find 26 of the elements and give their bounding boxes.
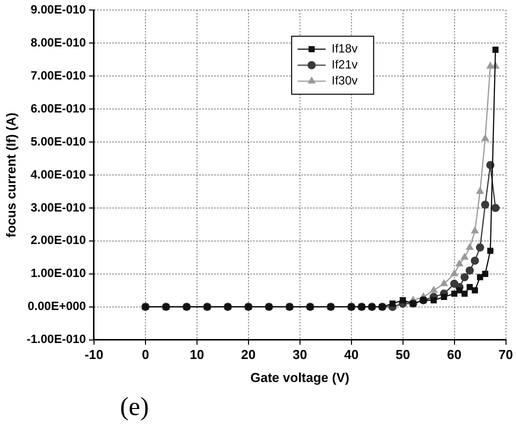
y-tick-label: 2.00E-010	[30, 233, 86, 248]
x-tick-label: 30	[292, 347, 308, 362]
x-axis-title: Gate voltage (V)	[250, 370, 350, 385]
y-axis-title: focus current (If) (A)	[3, 112, 18, 238]
y-tick-label: -1.00E-010	[26, 332, 86, 346]
x-tick-label: 50	[396, 347, 410, 362]
x-tick-label: 20	[241, 347, 256, 362]
legend-label: If21v	[332, 58, 358, 72]
x-tick-label: 0	[142, 347, 150, 362]
legend-label: If30v	[332, 74, 358, 88]
y-tick-label: 7.00E-010	[30, 68, 86, 82]
x-tick-label: 70	[498, 347, 514, 362]
y-tick-label: 1.00E-010	[30, 266, 86, 280]
y-tick-label: 6.00E-010	[30, 101, 86, 116]
y-tick-label: 8.00E-010	[30, 35, 86, 50]
x-tick-label: 10	[190, 347, 204, 362]
y-tick-label: 3.00E-010	[30, 200, 86, 214]
x-tick-label: 40	[344, 347, 359, 362]
y-tick-label: 9.00E-010	[30, 2, 86, 17]
y-tick-label: 5.00E-010	[30, 134, 86, 148]
legend-label: If18v	[332, 42, 358, 56]
text: (e)	[120, 392, 149, 422]
y-tick-label: 0.00E+000	[28, 299, 86, 314]
x-tick-label: -10	[84, 347, 104, 362]
x-tick-label: 60	[447, 347, 462, 362]
y-tick-label: 4.00E-010	[30, 167, 86, 182]
